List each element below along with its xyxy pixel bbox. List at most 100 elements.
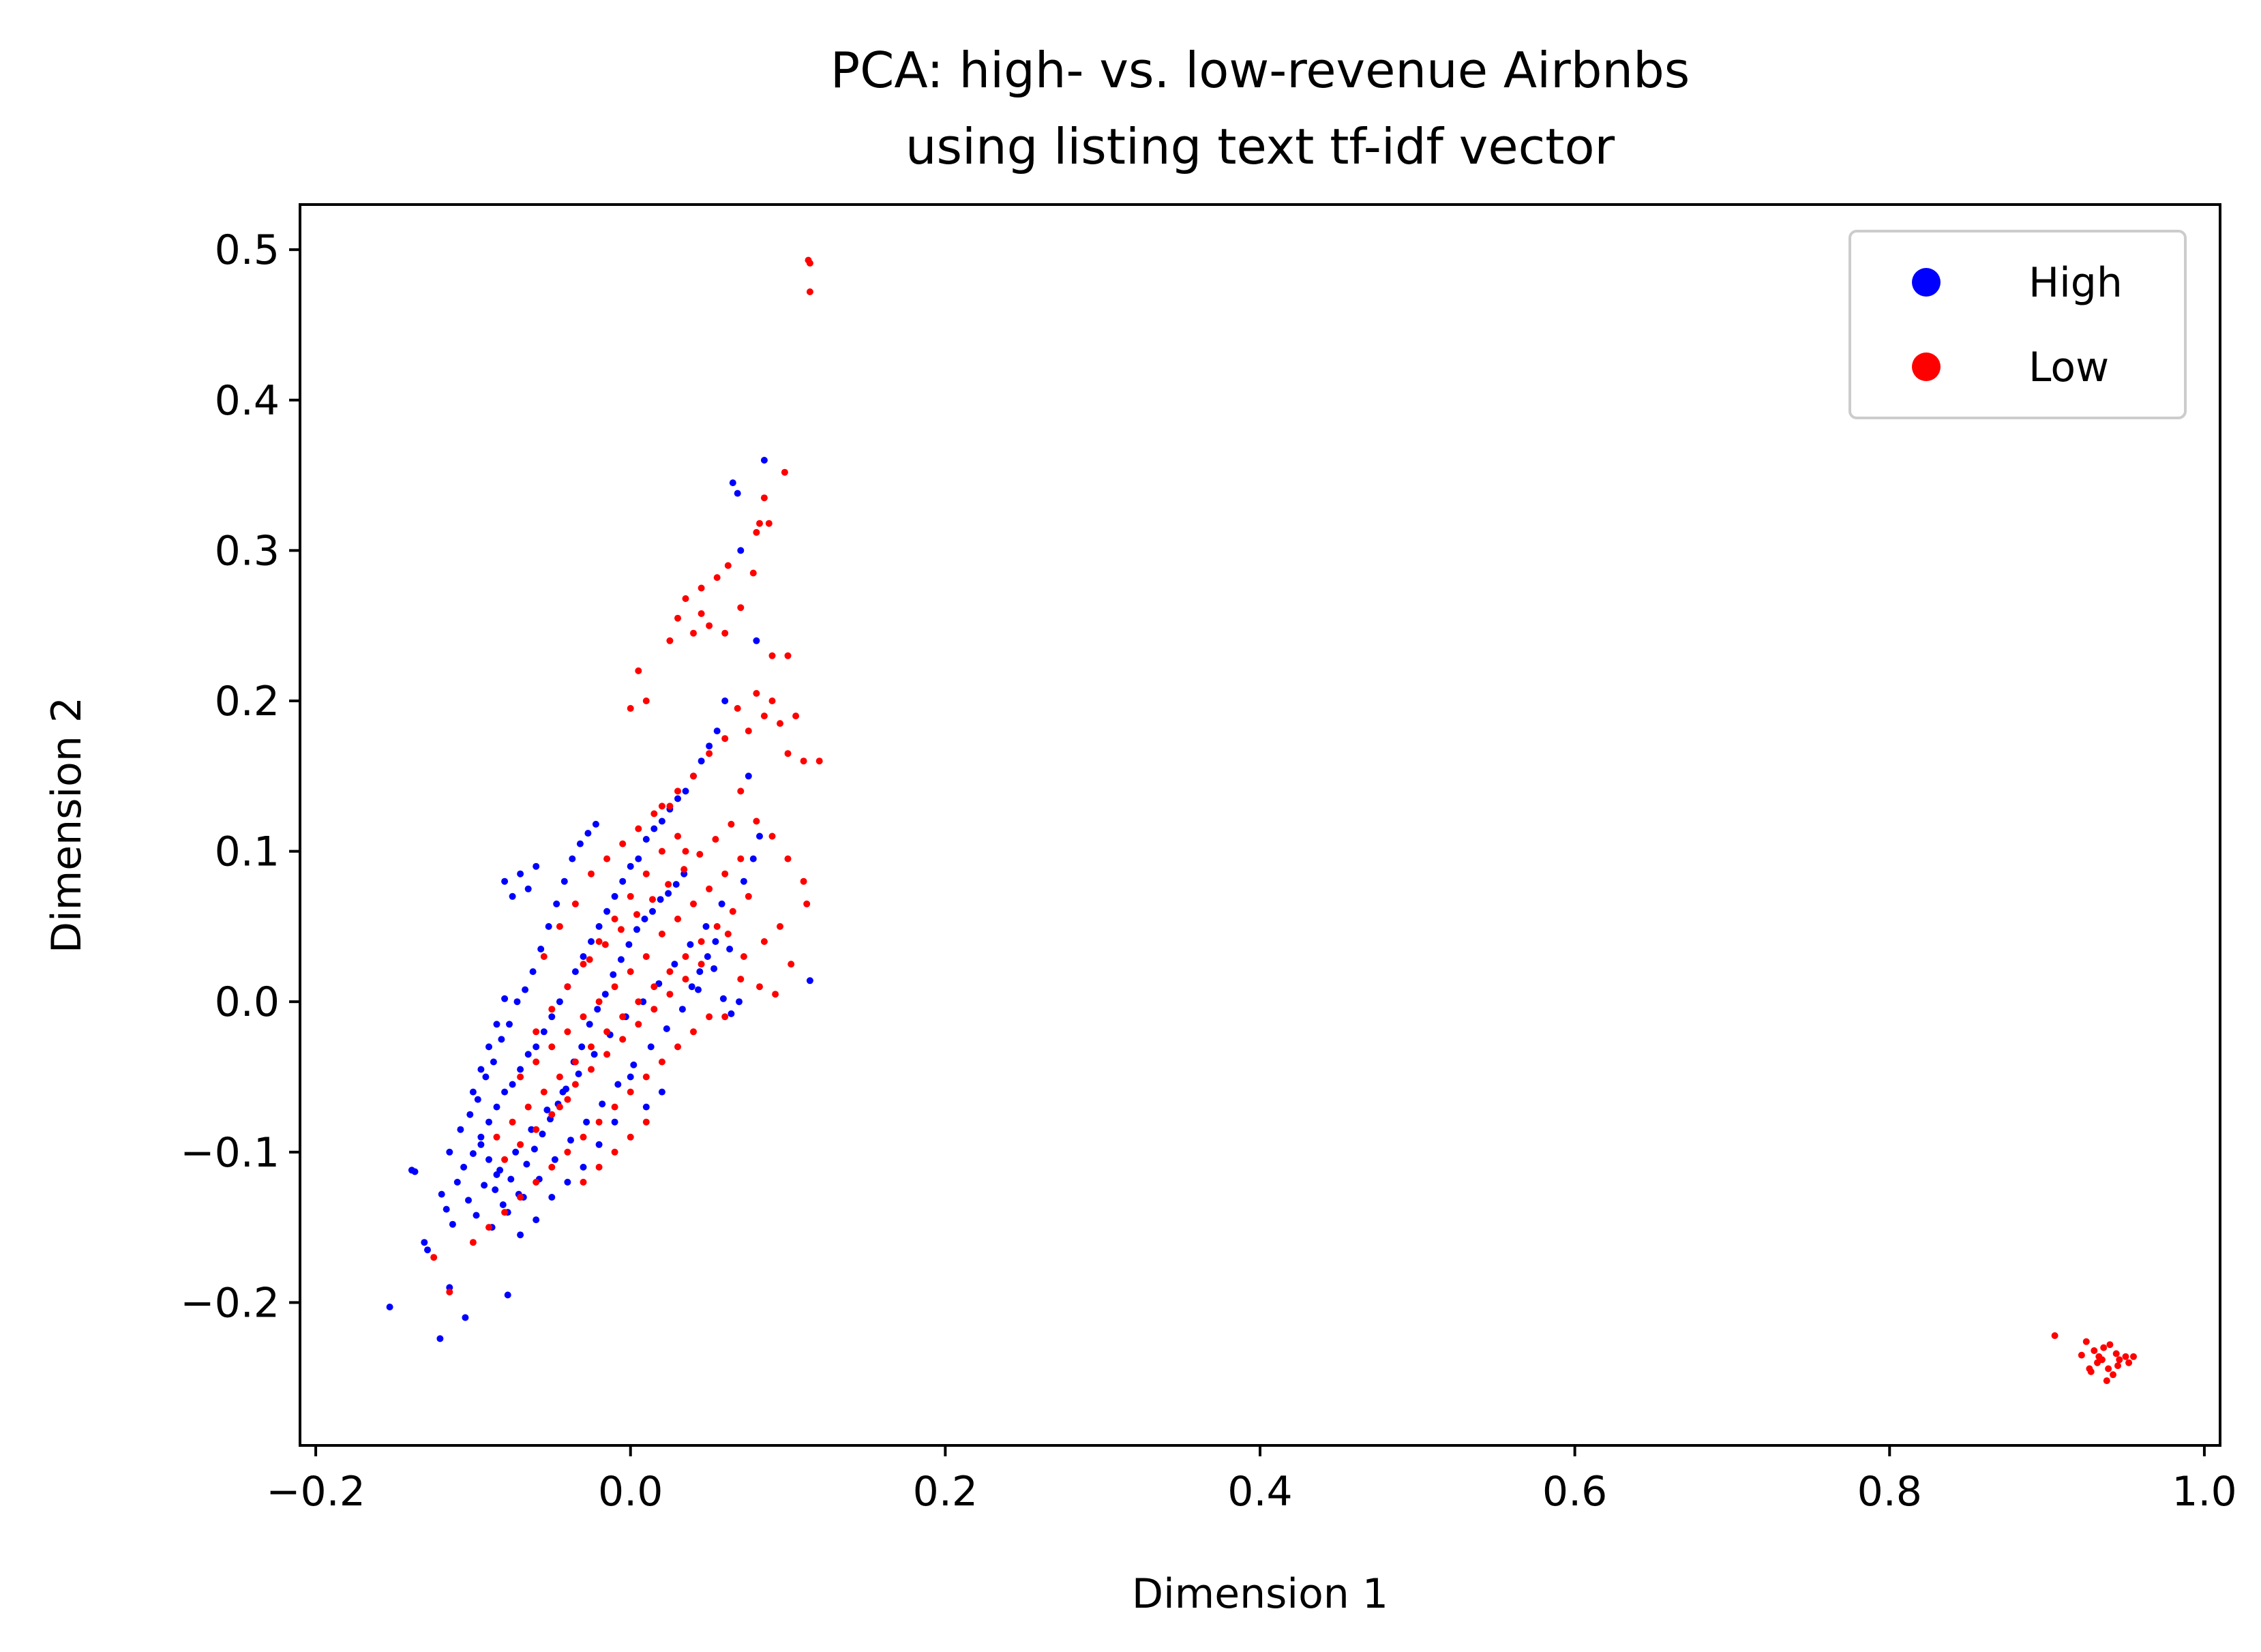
data-point-high	[499, 1201, 507, 1208]
data-point-high	[806, 977, 813, 985]
y-tick-label: 0.0	[215, 978, 280, 1026]
data-point-low	[721, 629, 729, 637]
data-point-high	[506, 1021, 513, 1028]
data-point-high	[490, 1058, 497, 1066]
data-point-high	[533, 1043, 540, 1051]
data-point-high	[578, 1043, 586, 1051]
legend-box	[1848, 230, 2187, 419]
data-point-low	[509, 1118, 516, 1126]
data-point-high	[736, 998, 743, 1006]
data-point-low	[690, 900, 697, 907]
data-point-high	[713, 727, 721, 735]
chart-title-line-2: using listing text tf-idf vector	[905, 118, 1615, 175]
data-point-low	[595, 1163, 603, 1171]
data-point-low	[524, 1103, 532, 1111]
data-point-low	[756, 520, 763, 527]
data-point-low	[564, 983, 571, 991]
data-point-low	[2106, 1341, 2114, 1349]
data-point-low	[642, 870, 650, 877]
data-point-low	[556, 1073, 563, 1081]
data-point-low	[674, 787, 681, 795]
data-point-high	[753, 637, 760, 644]
data-point-high	[706, 742, 713, 750]
data-point-high	[603, 907, 611, 915]
data-point-low	[666, 991, 674, 998]
data-point-high	[718, 900, 725, 907]
data-point-low	[760, 938, 768, 945]
data-point-low	[781, 468, 788, 476]
data-point-high	[528, 1126, 535, 1133]
data-point-high	[571, 968, 579, 976]
data-point-low	[721, 870, 729, 877]
data-point-low	[556, 1103, 563, 1111]
data-point-high	[517, 870, 524, 877]
data-point-high	[641, 915, 648, 922]
data-point-low	[446, 1289, 453, 1295]
data-point-high	[551, 1156, 558, 1163]
data-point-high	[650, 825, 658, 832]
data-point-low	[533, 1126, 540, 1133]
data-point-low	[706, 885, 713, 892]
data-point-low	[533, 1028, 540, 1036]
data-point-high	[756, 832, 763, 840]
data-point-low	[690, 629, 697, 637]
x-axis-label: Dimension 1	[1132, 1570, 1388, 1618]
data-point-low	[2103, 1377, 2110, 1385]
data-point-low	[728, 820, 735, 828]
data-point-low	[650, 810, 658, 817]
data-point-high	[556, 998, 563, 1006]
data-point-low	[658, 802, 665, 810]
data-point-high	[586, 1021, 593, 1028]
data-point-low	[627, 968, 634, 976]
data-point-low	[745, 727, 752, 735]
x-tick-label: −0.2	[266, 1468, 365, 1516]
data-point-high	[533, 1216, 540, 1224]
data-point-high	[512, 1148, 520, 1156]
data-point-low	[564, 1028, 571, 1036]
data-point-low	[642, 953, 650, 960]
data-point-low	[698, 584, 705, 592]
data-point-high	[523, 1160, 530, 1168]
data-point-high	[485, 1118, 492, 1126]
data-point-low	[619, 840, 627, 847]
data-point-low	[806, 288, 813, 295]
data-point-low	[772, 991, 779, 998]
data-point-low	[698, 610, 705, 617]
data-point-high	[663, 1025, 670, 1032]
data-point-low	[2100, 1344, 2108, 1351]
data-point-high	[760, 457, 768, 464]
data-point-high	[588, 938, 595, 945]
data-point-high	[678, 1006, 686, 1013]
data-point-high	[493, 1021, 500, 1028]
data-point-high	[614, 1081, 622, 1088]
x-tick-label: 0.8	[1857, 1468, 1922, 1516]
data-point-low	[784, 652, 792, 659]
data-point-low	[658, 1058, 665, 1066]
data-point-high	[640, 998, 647, 1006]
data-point-high	[627, 862, 634, 870]
data-point-high	[671, 961, 678, 968]
y-tick-label: 0.4	[215, 377, 280, 425]
data-point-high	[695, 986, 702, 993]
data-point-low	[749, 569, 757, 577]
data-point-low	[580, 1013, 587, 1021]
data-point-low	[611, 915, 618, 922]
data-point-high	[665, 890, 672, 897]
data-point-low	[658, 847, 665, 855]
data-point-high	[469, 1150, 477, 1157]
data-point-low	[580, 1133, 587, 1141]
data-point-high	[610, 971, 617, 978]
legend-label-low: Low	[2028, 344, 2109, 391]
data-point-low	[2078, 1351, 2085, 1359]
data-point-low	[712, 836, 719, 843]
data-point-low	[760, 712, 768, 720]
x-tick-label: 1.0	[2172, 1468, 2236, 1516]
data-point-low	[485, 1224, 492, 1231]
data-point-low	[706, 1013, 713, 1021]
data-point-low	[517, 1073, 524, 1081]
data-point-low	[533, 1178, 540, 1186]
data-point-low	[2094, 1359, 2101, 1366]
data-point-low	[724, 930, 732, 937]
data-point-high	[729, 479, 736, 487]
data-point-high	[617, 956, 625, 963]
